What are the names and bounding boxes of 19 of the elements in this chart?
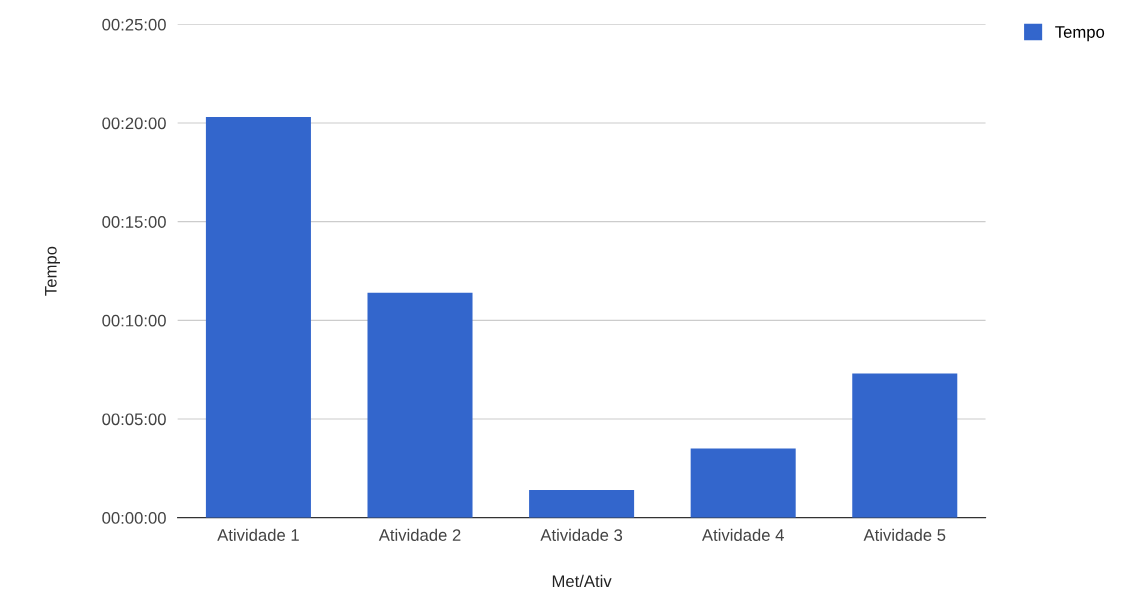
y-tick-label: 00:25:00	[102, 18, 166, 31]
bar	[690, 448, 796, 518]
x-tick-label: Atividade 4	[701, 528, 784, 541]
x-axis-title: Met/Ativ	[552, 574, 612, 588]
bar	[529, 490, 635, 518]
y-tick-label: 00:10:00	[102, 314, 166, 327]
x-tick-label: Atividade 2	[378, 528, 461, 541]
bar	[852, 373, 958, 518]
y-tick-label: 00:15:00	[102, 216, 166, 228]
x-tick-label: Atividade 1	[217, 528, 299, 541]
x-tick-label: Atividade 3	[540, 528, 623, 541]
y-tick-label: 00:20:00	[102, 117, 166, 130]
y-tick-label: 00:05:00	[102, 413, 166, 426]
x-tick-label: Atividade 5	[863, 528, 946, 541]
bar	[205, 117, 311, 518]
y-tick-label: 00:00:00	[102, 512, 166, 524]
bar	[367, 292, 473, 518]
legend-label: Tempo	[1055, 26, 1105, 42]
y-axis-title: Tempo	[45, 246, 60, 296]
